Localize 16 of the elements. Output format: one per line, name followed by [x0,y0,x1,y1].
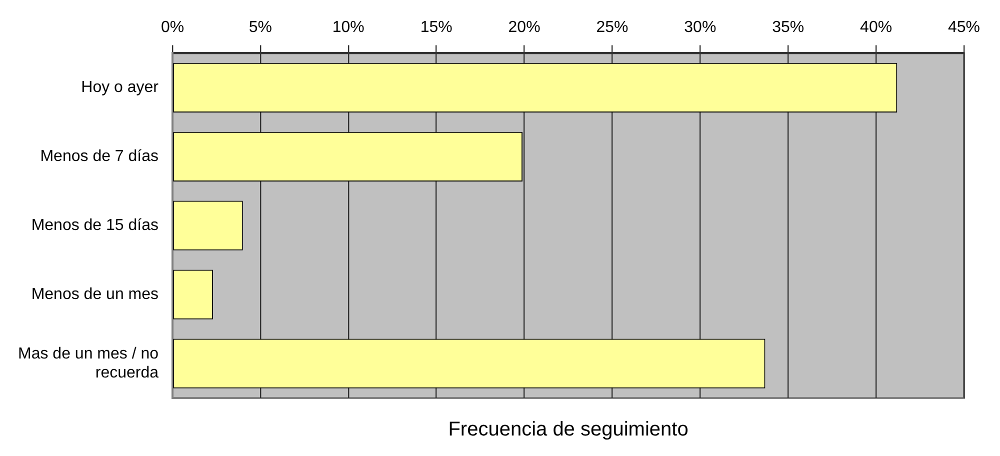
x-tick-label: 0% [160,19,184,36]
x-tick-label: 5% [248,19,272,36]
x-tick-label: 40% [860,19,892,36]
x-tick-label: 25% [596,19,628,36]
x-tick-label: 20% [508,19,540,36]
x-axis-title: Frecuencia de seguimiento [448,418,688,441]
x-tick-label: 30% [684,19,716,36]
x-tick-label: 15% [420,19,452,36]
y-tick-label: Menos de 15 días [31,217,159,234]
x-tick-label: 35% [772,19,804,36]
y-tick-label: Menos de 7 días [40,148,159,166]
y-tick-label: Hoy o ayer [81,79,160,96]
y-tick-label: Mas de un mes / no recuerda [18,345,159,382]
x-tick-label: 10% [332,19,364,36]
y-tick-label: Menos de un mes [31,286,159,303]
x-tick-label: 45% [948,19,980,36]
